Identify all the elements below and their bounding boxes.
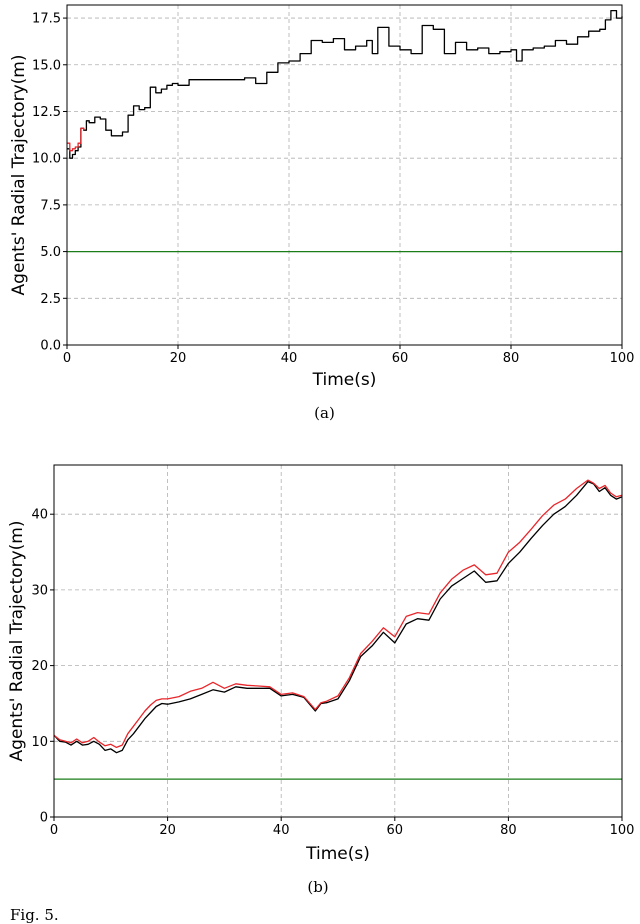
x-axis-label: Time(s) [305, 844, 370, 864]
x-tick-label: 60 [387, 823, 404, 838]
chart-b: 0 20 40 60 80 100 0 10 20 30 40 Time(s) Agents' Radi… [7, 464, 635, 896]
y-tick-label: 10.0 [32, 152, 61, 167]
y-tick-label: 10 [31, 735, 48, 750]
y-tick-label: 7.5 [40, 198, 61, 213]
x-tick-label: 80 [500, 823, 517, 838]
series-line-1 [53, 479, 623, 749]
figure-caption-fragment: Fig. 5. [10, 906, 59, 924]
y-tick-label: 12.5 [32, 105, 61, 120]
y-axis-label: Agents' Radial Trajectory(m) [9, 55, 29, 296]
y-tick-label: 15.0 [32, 58, 61, 73]
x-tick-label: 0 [50, 823, 58, 838]
x-tick-label: 40 [273, 823, 290, 838]
x-tick-label: 40 [281, 351, 298, 366]
y-tick-label: 2.5 [40, 292, 61, 307]
y-tick-label: 17.5 [32, 12, 61, 27]
grid [54, 465, 622, 817]
x-tick-label: 100 [610, 823, 635, 838]
y-tick-label: 40 [31, 508, 48, 523]
y-tick-label: 0.0 [40, 339, 61, 354]
x-tick-label: 20 [170, 351, 187, 366]
series-line-1 [67, 127, 85, 152]
y-tick-label: 5.0 [40, 245, 61, 260]
subfigure-caption: (a) [314, 404, 335, 422]
x-axis-label: Time(s) [312, 370, 377, 390]
y-axis-label: Agents' Radial Trajectory(m) [7, 521, 27, 762]
y-tick-label: 30 [31, 583, 48, 598]
chart-a: 0 20 40 60 80 100 0.0 2.5 5.0 7.5 10.0 12.5 15.0 17.5… [9, 4, 635, 422]
x-tick-label: 60 [392, 351, 409, 366]
plot-frame [66, 4, 623, 346]
x-tick-label: 100 [610, 351, 635, 366]
x-tick-label: 20 [159, 823, 176, 838]
x-tick-label: 80 [503, 351, 520, 366]
series-line-0 [67, 9, 623, 159]
plot-frame [53, 464, 623, 818]
y-tick-label: 0 [40, 811, 48, 826]
subfigure-caption: (b) [307, 878, 328, 896]
grid [67, 5, 622, 345]
x-tick-label: 0 [63, 351, 71, 366]
y-tick-label: 20 [31, 659, 48, 674]
